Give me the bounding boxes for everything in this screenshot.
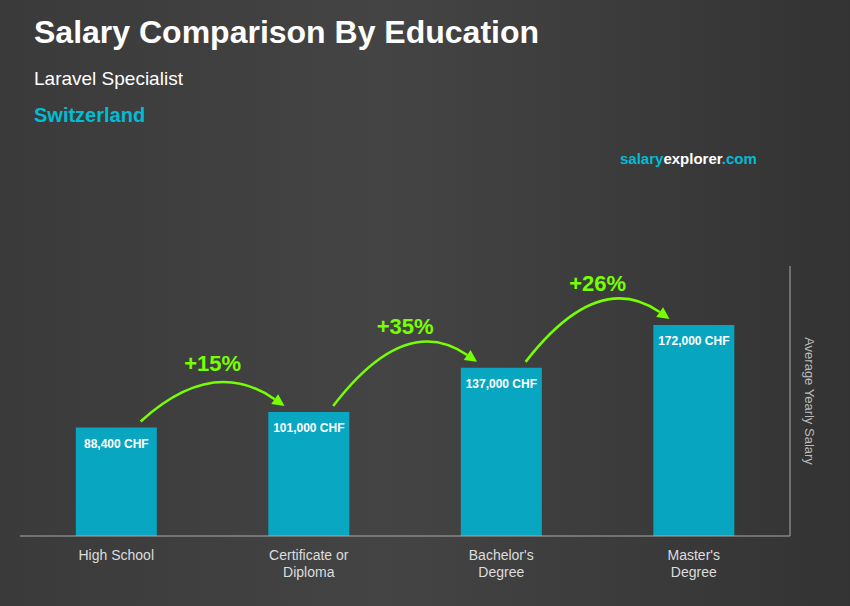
html-text:Laravel Specialist: Laravel Specialist xyxy=(34,68,183,89)
svg-text:172,000 CHF: 172,000 CHF xyxy=(658,334,729,348)
svg-text:+15%: +15% xyxy=(184,351,241,376)
svg-text:101,000 CHF: 101,000 CHF xyxy=(273,421,344,435)
svg-text:Certificate orDiploma: Certificate orDiploma xyxy=(269,547,349,580)
html-text:Salary Comparison By Education: Salary Comparison By Education xyxy=(34,14,539,50)
svg-text:+26%: +26% xyxy=(569,271,626,296)
svg-text:137,000 CHF: 137,000 CHF xyxy=(466,377,537,391)
html-text:salary explorer.com: salary explorer.com xyxy=(620,150,757,167)
svg-text:+35%: +35% xyxy=(377,314,434,339)
svg-text:Master'sDegree: Master'sDegree xyxy=(668,547,720,580)
svg-text:88,400 CHF: 88,400 CHF xyxy=(84,437,149,451)
svg-text:Bachelor'sDegree: Bachelor'sDegree xyxy=(469,547,534,580)
svg-text:Average Yearly Salary: Average Yearly Salary xyxy=(802,337,817,465)
html-text:Switzerland: Switzerland xyxy=(34,104,146,126)
svg-text:High School: High School xyxy=(79,547,155,563)
